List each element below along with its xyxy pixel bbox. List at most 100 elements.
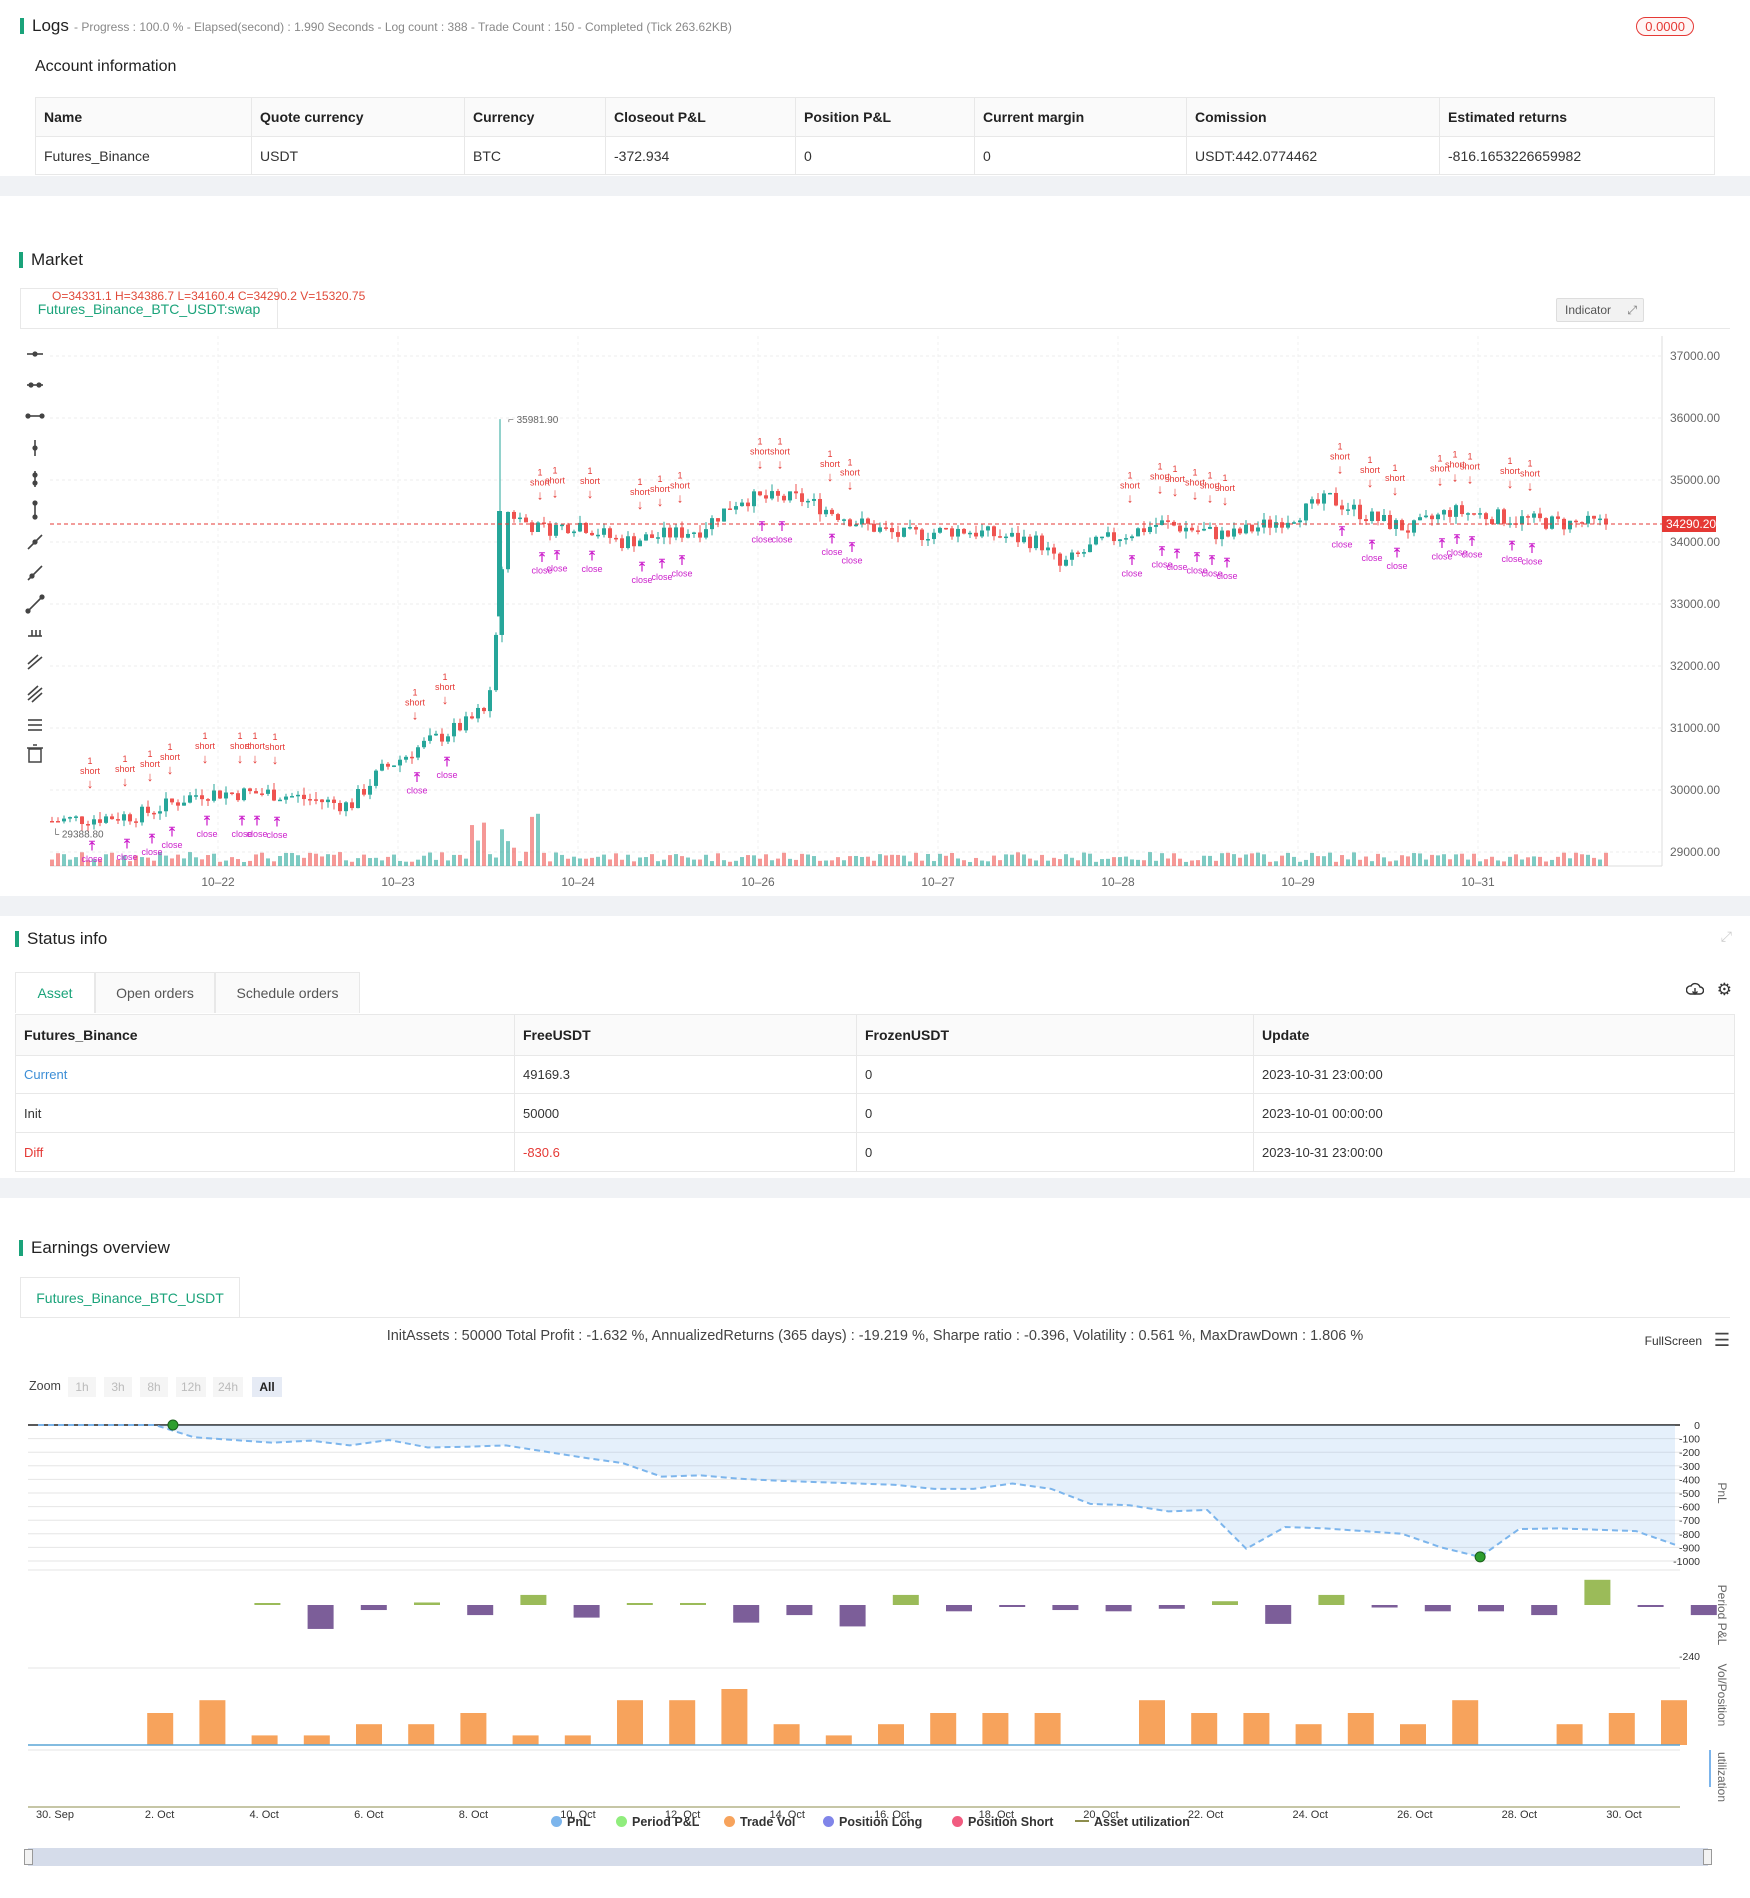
volume-bar: [1040, 854, 1044, 866]
signal-close-label: close: [1386, 561, 1407, 571]
signal-close-arrow: ⤒: [1173, 546, 1180, 561]
time-axis-label: 10–22: [201, 875, 235, 889]
trade-vol-bar: [1661, 1700, 1687, 1745]
tab-asset[interactable]: Asset: [15, 972, 95, 1013]
candle-body: [740, 502, 744, 507]
period-pnl-bar: [414, 1602, 440, 1605]
indicator-button[interactable]: Indicator ⤢: [1556, 298, 1644, 322]
fullscreen-button[interactable]: FullScreen: [1645, 1334, 1702, 1348]
signal-short-arrow: ↓: [1172, 484, 1179, 499]
candle-body: [404, 756, 408, 760]
asset-cell: 49169.3: [514, 1055, 857, 1094]
volume-bar: [566, 858, 570, 866]
candle-body: [1382, 514, 1386, 521]
signal-short-arrow: ↓: [1437, 474, 1444, 489]
signal-close-arrow: ⤒: [1508, 538, 1515, 553]
volume-bar: [1226, 852, 1230, 866]
candle-body: [1280, 522, 1284, 528]
candle-body: [560, 524, 564, 527]
expand-icon[interactable]: ⤢: [1627, 303, 1637, 317]
candle-body: [956, 528, 960, 537]
signal-close-label: close: [821, 547, 842, 557]
candle-body: [104, 816, 108, 823]
candle-body: [1010, 532, 1014, 537]
drawing-tool-icons[interactable]: [24, 344, 46, 764]
signal-close-label: close: [651, 572, 672, 582]
candle-body: [1472, 513, 1476, 515]
candle-body: [1424, 515, 1428, 518]
volume-bar: [680, 856, 684, 866]
candle-body: [1568, 520, 1572, 530]
navigator-bar[interactable]: [24, 1848, 1712, 1866]
zoom-3h[interactable]: 3h: [104, 1377, 132, 1397]
tab-open-orders[interactable]: Open orders: [95, 972, 215, 1013]
signal-short-arrow: ↓: [147, 769, 154, 784]
period-pnl-bar: [999, 1605, 1026, 1607]
zoom-8h[interactable]: 8h: [140, 1377, 168, 1397]
volume-bar: [1298, 861, 1302, 866]
account-col-returns: Estimated returns: [1439, 97, 1715, 137]
candle-body: [704, 529, 708, 538]
signal-short-count: 1: [202, 731, 207, 741]
ohlc-readout: O=34331.1 H=34386.7 L=34160.4 C=34290.2 …: [52, 289, 366, 303]
signal-short-arrow: ↓: [637, 497, 644, 512]
navigator-left-handle[interactable]: [24, 1849, 33, 1865]
zoom-all[interactable]: All: [252, 1377, 282, 1397]
tab-schedule-orders[interactable]: Schedule orders: [215, 972, 360, 1013]
pnl-axis-label: -1000: [1673, 1556, 1700, 1568]
legend-item-asset-utilization[interactable]: Asset utilization: [1075, 1815, 1190, 1829]
candle-body: [1178, 525, 1182, 532]
candle-body: [1316, 499, 1320, 504]
legend-item-position-long[interactable]: Position Long: [823, 1815, 922, 1829]
volume-bar: [1508, 856, 1512, 866]
candle-body: [230, 792, 234, 795]
settings-gear-icon[interactable]: ⚙: [1716, 980, 1732, 999]
candle-body: [716, 518, 720, 522]
legend-item-position-short[interactable]: Position Short: [952, 1815, 1053, 1829]
candle-body: [1328, 492, 1332, 495]
volume-bar: [536, 813, 540, 866]
signal-short-count: 1: [677, 471, 682, 481]
tab-market-symbol[interactable]: Futures_Binance_BTC_USDT:swap: [20, 288, 278, 329]
signal-short-label: short: [770, 447, 791, 457]
drawing-toolbar: [24, 344, 46, 769]
candle-body: [356, 788, 360, 809]
zoom-24h[interactable]: 24h: [213, 1377, 243, 1397]
candle-body: [800, 493, 804, 502]
volume-bar: [890, 854, 894, 866]
legend-item-pnl[interactable]: PnL: [551, 1815, 591, 1829]
candle-body: [1166, 520, 1170, 522]
asset-row-current: Current 49169.3 0 2023-10-31 23:00:00: [15, 1055, 1735, 1094]
cloud-download-icon[interactable]: [1685, 982, 1705, 1003]
candle-body: [1070, 552, 1074, 560]
zoom-1h[interactable]: 1h: [68, 1377, 96, 1397]
signal-short-count: 1: [412, 688, 417, 698]
pnl-axis-label: -900: [1679, 1542, 1700, 1554]
candlestick-chart[interactable]: 37000.00 36000.00 35000.00 34000.00 33000.00…: [0, 336, 1720, 896]
volume-bar: [1244, 854, 1248, 866]
volume-bar: [1538, 856, 1542, 866]
tab-earnings-symbol[interactable]: Futures_Binance_BTC_USDT: [20, 1277, 240, 1318]
volume-bar: [1340, 855, 1344, 866]
period-pnl-bar: [520, 1594, 547, 1605]
price-axis-label: 32000.00: [1670, 659, 1720, 673]
volume-bar: [866, 856, 870, 866]
candle-body: [464, 716, 468, 731]
candle-body: [836, 514, 840, 520]
candle-body: [122, 814, 126, 821]
signal-close-label: close: [246, 829, 267, 839]
menu-icon[interactable]: ☰: [1713, 1330, 1730, 1350]
legend-item-trade-vol[interactable]: Trade Vol: [724, 1815, 795, 1829]
zoom-12h[interactable]: 12h: [176, 1377, 206, 1397]
earnings-chart[interactable]: 0 -100-200 -300-400 -500 -600-700 -800-900 -10…: [0, 1405, 1750, 1885]
navigator-right-handle[interactable]: [1703, 1849, 1712, 1865]
price-axis-label: 37000.00: [1670, 349, 1720, 363]
candle-body: [1022, 536, 1026, 543]
candle-body: [1052, 547, 1056, 554]
legend-item-period-p-l[interactable]: Period P&L: [616, 1815, 699, 1829]
asset-cell-diff-value: -830.6: [514, 1132, 857, 1172]
status-expand-icon[interactable]: ⤢: [1720, 928, 1732, 944]
candle-body: [584, 522, 588, 533]
pnl-area: [38, 1425, 1675, 1557]
signal-short-arrow: ↓: [1452, 470, 1459, 485]
